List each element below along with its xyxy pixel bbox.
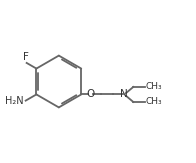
Text: N: N [121, 89, 128, 99]
Text: H₂N: H₂N [5, 96, 24, 106]
Text: CH₃: CH₃ [146, 97, 162, 106]
Text: F: F [23, 52, 28, 62]
Text: O: O [87, 89, 95, 99]
Text: CH₃: CH₃ [146, 82, 162, 91]
